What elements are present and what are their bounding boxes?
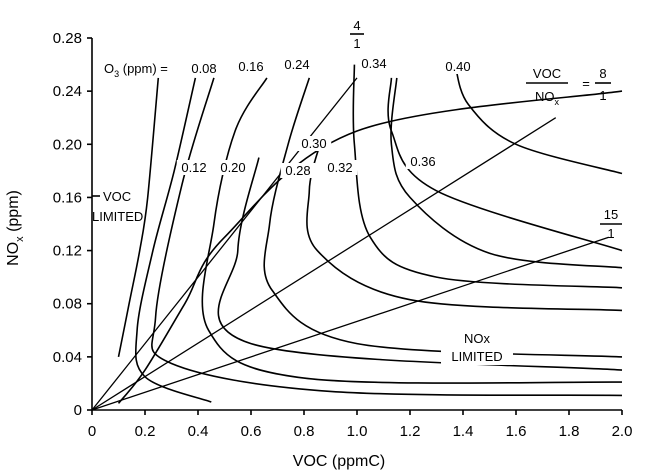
x-tick-label: 1.6 [506,423,527,440]
y-tick-label: 0.24 [53,83,82,100]
isopleth-label: 0.08 [191,61,216,76]
y-tick-label: 0.08 [53,296,82,313]
y-tick-label: 0 [74,402,82,419]
y-axis-title: NOx (ppm) [5,190,26,266]
ratio-8-denominator: 1 [599,88,606,103]
isopleth-030 [263,77,623,358]
labels-layer: 0 0.2 0.4 0.6 0.8 1.0 1.2 1.4 1.6 1.8 2.0 0 0.04 0.08… [5,18,632,470]
isopleth-012 [117,90,623,404]
isopleth-label: 0.32 [327,160,352,175]
x-tick-label: 1.4 [453,423,474,440]
isopleth-label: 0.20 [220,160,245,175]
y-tick-label: 0.16 [53,189,82,206]
x-tick-label: 1.8 [559,423,580,440]
isopleth-label-bg [280,163,316,178]
nox-limited-text-1: NOx [464,331,491,346]
isopleth-label: 0.28 [285,163,310,178]
voc-limited-text-1: VOC [103,189,131,204]
x-tick-label: 0.6 [241,423,262,440]
isopleth-label: 0.30 [301,136,326,151]
ratio-line [91,236,609,411]
y-tick-label: 0.12 [53,243,82,260]
isopleth-label-bg [356,56,392,71]
x-tick-label: 0.4 [188,423,209,440]
isopleth-label-bg [440,59,476,74]
isopleth-label-bg [279,57,315,72]
voc-limited-text-2: LIMITED [92,209,143,224]
isopleth-040 [454,64,623,175]
isopleth-label: 0.12 [181,160,206,175]
isopleth-label-bg [186,61,222,76]
x-tick-label: 0.8 [294,423,315,440]
isopleth-label-bg [322,160,358,175]
isopleth-label: 0.16 [238,59,263,74]
ratio-4-numerator: 4 [353,18,360,33]
x-tick-label: 2.0 [612,423,633,440]
isopleth-label-bg [405,154,441,169]
isopleth-028 [217,157,623,371]
isopleth-label: 0.36 [410,154,435,169]
ratio-8-voc-text: VOC [533,66,561,81]
isopleth-024 [201,77,623,384]
ratio-8-numerator: 8 [599,66,606,81]
isopleth-label-bg [176,160,212,175]
isopleth-label-bg [233,59,269,74]
ratio-15-denominator: 1 [607,226,614,241]
ratio-8-equals: = [582,76,590,91]
ratio-line [91,117,557,411]
x-tick-label: 0.2 [135,423,156,440]
isopleth-034 [352,64,623,289]
isopleth-038 [387,77,623,252]
ratio-4-denominator: 1 [353,36,360,51]
isopleth-016 [134,77,212,403]
ratio-15-numerator: 15 [604,207,618,222]
nox-limited-text-2: LIMITED [451,349,502,364]
x-tick-label: 1.2 [400,423,421,440]
isopleth-008 [117,77,160,358]
ratio-line [91,77,358,411]
y-tick-label: 0.04 [53,349,82,366]
x-tick-label: 0 [88,423,96,440]
x-tick-label: 1.0 [347,423,368,440]
y-tick-label: 0.28 [53,30,82,47]
isopleth-label-bg [215,160,251,175]
y-tick-label: 0.20 [53,136,82,153]
isopleth-label: 0.40 [445,59,470,74]
isopleth-label: 0.24 [284,57,309,72]
isopleth-label: 0.34 [361,56,386,71]
isopleth-label-bg [296,136,332,151]
ratio-8-nox-text: NOx [535,89,560,107]
x-axis-title: VOC (ppmC) [293,453,385,470]
isopleth-032 [306,144,623,312]
isopleth-036 [390,77,623,269]
legend-label: O3 (ppm) = [104,61,168,79]
isopleth-020 [151,77,623,397]
nox-limited-bg [441,330,513,365]
